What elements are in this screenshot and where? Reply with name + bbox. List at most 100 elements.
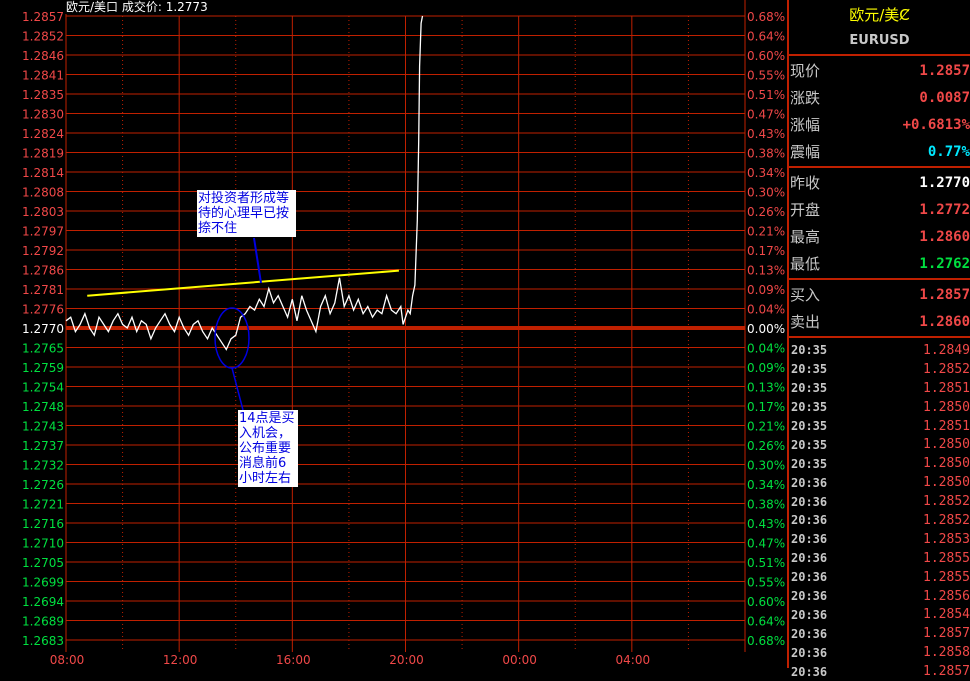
tick-time: 20:35 bbox=[791, 381, 828, 396]
pct-tick-label: 0.43% bbox=[747, 127, 785, 141]
x-tick-label: 16:00 bbox=[276, 653, 311, 667]
y-tick-label: 1.2743 bbox=[22, 420, 64, 434]
trend-line bbox=[87, 269, 399, 297]
pct-tick-label: 0.13% bbox=[747, 264, 785, 278]
tick-list[interactable]: 20:35 1.2849 20:35 1.2852 20:35 1.2851 20:35 1.… bbox=[789, 338, 970, 681]
y-tick-label: 1.2781 bbox=[22, 283, 64, 297]
quote-value: 1.2857 bbox=[919, 62, 970, 79]
annotation-pointer bbox=[231, 367, 244, 411]
tick-row: 20:35 1.2851 bbox=[789, 417, 970, 436]
quote-value: 1.2770 bbox=[919, 174, 970, 191]
x-tick-label: 08:00 bbox=[50, 653, 85, 667]
y-tick-label: 1.2824 bbox=[22, 127, 64, 141]
pct-tick-label: 0.64% bbox=[747, 30, 785, 44]
tick-price: 1.2852 bbox=[923, 494, 970, 510]
y-tick-label: 1.2754 bbox=[22, 381, 64, 395]
tick-price: 1.2858 bbox=[923, 645, 970, 661]
tick-price: 1.2855 bbox=[923, 550, 970, 566]
quote-row: 卖出 1.2860 bbox=[789, 308, 970, 335]
pct-tick-label: 0.51% bbox=[747, 556, 785, 570]
price-line bbox=[65, 15, 424, 351]
tick-time: 20:36 bbox=[791, 532, 828, 547]
quote-value: 1.2857 bbox=[919, 286, 970, 303]
quote-row: 现价 1.2857 bbox=[789, 57, 970, 84]
quote-label: 最低 bbox=[790, 255, 821, 273]
tick-time: 20:35 bbox=[791, 419, 828, 433]
intraday-chart[interactable]: 1.2857 0.68% 1.2852 0.64% 1.2846 0.60% 1.2841 0… bbox=[0, 0, 787, 668]
tick-price: 1.2850 bbox=[923, 456, 970, 472]
tick-row: 20:36 1.2852 bbox=[789, 492, 970, 511]
tick-price: 1.2852 bbox=[923, 512, 970, 528]
tick-price: 1.2851 bbox=[923, 418, 970, 434]
bid-ask-section: 买入 1.2857 卖出 1.2860 bbox=[789, 280, 970, 338]
pct-tick-label: 0.34% bbox=[747, 478, 785, 492]
tick-time: 20:36 bbox=[791, 551, 828, 566]
quote-row: 震幅 0.77% bbox=[789, 138, 970, 165]
pct-tick-label: 0.55% bbox=[747, 69, 785, 83]
y-tick-label: 1.2759 bbox=[22, 361, 64, 375]
tick-price: 1.2851 bbox=[923, 380, 970, 396]
tick-time: 20:36 bbox=[791, 513, 828, 528]
quote-label: 涨跌 bbox=[790, 89, 821, 107]
tick-price: 1.2854 bbox=[923, 607, 970, 623]
y-tick-label: 1.2797 bbox=[22, 225, 64, 239]
tick-row: 20:35 1.2849 bbox=[789, 341, 970, 360]
quote-label: 现价 bbox=[790, 62, 821, 80]
y-tick-label: 1.2857 bbox=[22, 10, 64, 24]
tick-time: 20:35 bbox=[791, 343, 828, 358]
y-tick-label: 1.2776 bbox=[22, 303, 64, 317]
quote-row: 开盘 1.2772 bbox=[789, 196, 970, 223]
quote-value: +0.6813% bbox=[902, 116, 970, 133]
ohlc-section: 昨收 1.2770 开盘 1.2772 最高 1.2860 最低 1.2762 bbox=[789, 168, 970, 280]
tick-row: 20:35 1.2851 bbox=[789, 379, 970, 398]
tick-price: 1.2857 bbox=[923, 664, 970, 680]
pct-tick-label: 0.47% bbox=[747, 537, 785, 551]
tick-time: 20:35 bbox=[791, 437, 828, 452]
pct-tick-label: 0.34% bbox=[747, 166, 785, 180]
y-tick-label: 1.2770 bbox=[22, 322, 64, 336]
y-tick-label: 1.2699 bbox=[22, 576, 64, 590]
y-tick-label: 1.2721 bbox=[22, 498, 64, 512]
pct-tick-label: 0.68% bbox=[747, 10, 785, 24]
tick-row: 20:36 1.2855 bbox=[789, 549, 970, 568]
quote-section: 现价 1.2857 涨跌 0.0087 涨幅 +0.6813% 震幅 0.77% bbox=[789, 56, 970, 168]
y-tick-label: 1.2808 bbox=[22, 186, 64, 200]
pct-tick-label: 0.26% bbox=[747, 439, 785, 453]
pct-tick-label: 0.60% bbox=[747, 595, 785, 609]
tick-row: 20:35 1.2850 bbox=[789, 398, 970, 417]
pct-tick-label: 0.51% bbox=[747, 88, 785, 102]
quote-value: 1.2772 bbox=[919, 201, 970, 218]
pct-tick-label: 0.55% bbox=[747, 576, 785, 590]
tick-time: 20:36 bbox=[791, 645, 828, 660]
annotation-pointer bbox=[253, 237, 262, 284]
y-tick-label: 1.2765 bbox=[22, 342, 64, 356]
pct-tick-label: 0.21% bbox=[747, 420, 785, 434]
tick-price: 1.2850 bbox=[923, 437, 970, 453]
tick-row: 20:36 1.2857 bbox=[789, 624, 970, 643]
y-tick-label: 1.2683 bbox=[22, 634, 64, 648]
quote-label: 涨幅 bbox=[790, 116, 821, 134]
x-tick-label: 04:00 bbox=[616, 653, 651, 667]
tick-row: 20:36 1.2852 bbox=[789, 511, 970, 530]
tick-row: 20:35 1.2850 bbox=[789, 435, 970, 454]
quote-row: 昨收 1.2770 bbox=[789, 169, 970, 196]
x-tick-label: 20:00 bbox=[389, 653, 424, 667]
annotation-buy-opportunity: 14点是买入机会，公布重要消息前6小时左右 bbox=[238, 410, 298, 487]
pct-tick-label: 0.43% bbox=[747, 517, 785, 531]
tick-price: 1.2856 bbox=[923, 588, 970, 604]
pct-tick-label: 0.09% bbox=[747, 283, 785, 297]
quote-value: 1.2860 bbox=[919, 228, 970, 245]
quote-label: 最高 bbox=[790, 228, 821, 246]
quote-row: 买入 1.2857 bbox=[789, 281, 970, 308]
tick-time: 20:35 bbox=[791, 362, 828, 377]
tick-row: 20:36 1.2857 bbox=[789, 662, 970, 681]
pct-tick-label: 0.04% bbox=[747, 303, 785, 317]
tick-time: 20:36 bbox=[791, 589, 828, 604]
quote-label: 卖出 bbox=[790, 313, 821, 331]
x-tick-label: 12:00 bbox=[163, 653, 198, 667]
y-tick-label: 1.2786 bbox=[22, 264, 64, 278]
quote-row: 涨幅 +0.6813% bbox=[789, 111, 970, 138]
panel-title: 欧元/美Ȼ bbox=[849, 6, 910, 24]
quote-label: 开盘 bbox=[790, 201, 821, 219]
pct-tick-label: 0.21% bbox=[747, 225, 785, 239]
